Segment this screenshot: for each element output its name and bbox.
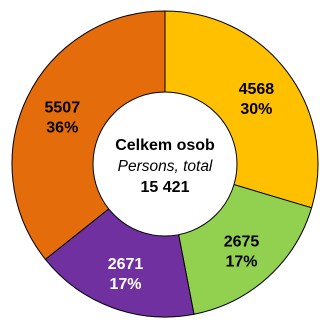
center-title: Celkem osob: [115, 137, 215, 154]
slice-percent-label: 30%: [240, 101, 272, 118]
slice-value-label: 5507: [45, 100, 81, 117]
slice-value-label: 2675: [224, 234, 260, 251]
center-hole: [92, 91, 238, 237]
center-total: 15 421: [141, 179, 190, 196]
slice-percent-label: 17%: [109, 276, 141, 293]
slice-percent-label: 36%: [46, 120, 78, 137]
slice-percent-label: 17%: [225, 254, 257, 271]
slice-value-label: 2671: [108, 256, 144, 273]
center-label: Celkem osob Persons, total 15 421: [115, 137, 215, 196]
slice-5507: [11, 10, 166, 261]
labels-layer: 4568 30% 2675 17% 2671 17% 5507 36%: [45, 81, 275, 293]
center-subtitle: Persons, total: [118, 158, 213, 175]
slice-value-label: 4568: [239, 81, 275, 98]
